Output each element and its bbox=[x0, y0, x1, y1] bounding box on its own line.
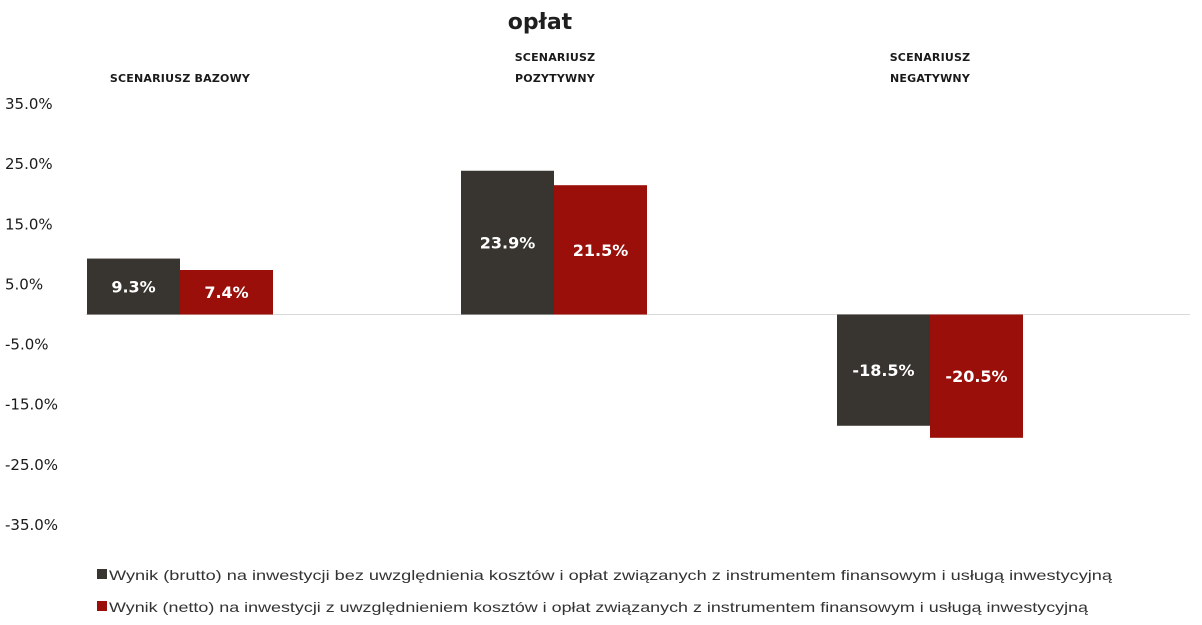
bar-series-1-2 bbox=[837, 314, 930, 426]
y-axis: 35.0% 25.0% 15.0% 5.0% -5.0% -15.0% -25.0% -35.… bbox=[5, 95, 58, 534]
y-tick-label: 25.0% bbox=[5, 155, 53, 173]
bar-series-2-0 bbox=[180, 269, 273, 315]
bar-series-2-1 bbox=[554, 185, 647, 315]
y-tick-label: 15.0% bbox=[5, 215, 53, 233]
legend-label-2: Wynik (netto) na inwestycji z uwzględnie… bbox=[109, 599, 1088, 615]
bar-series-1-0 bbox=[87, 258, 180, 315]
data-label-series-1-1: 23.9% bbox=[480, 234, 536, 253]
y-tick-label: -5.0% bbox=[5, 336, 49, 354]
chart-title-line-2: opłat bbox=[508, 10, 573, 35]
bar-series-2-2 bbox=[930, 314, 1023, 438]
y-tick-label: 5.0% bbox=[5, 275, 43, 293]
chart-title: opłat bbox=[508, 10, 573, 35]
data-label-series-2-0: 7.4% bbox=[204, 283, 248, 302]
y-tick-label: -25.0% bbox=[5, 456, 58, 474]
data-label-series-1-0: 9.3% bbox=[111, 278, 155, 297]
legend-swatch-1 bbox=[97, 569, 107, 579]
category-label: SCENARIUSZ bbox=[890, 51, 971, 64]
data-label-series-2-2: -20.5% bbox=[945, 367, 1007, 386]
category-label: SCENARIUSZ BAZOWY bbox=[110, 72, 251, 85]
category-labels: SCENARIUSZ BAZOWY SCENARIUSZ POZYTYWNY SCEN… bbox=[110, 51, 971, 85]
y-tick-label: -15.0% bbox=[5, 396, 58, 414]
legend-swatch-2 bbox=[97, 601, 107, 611]
bar-series-1-1 bbox=[461, 170, 554, 315]
y-tick-label: -35.0% bbox=[5, 516, 58, 534]
data-label-series-2-1: 21.5% bbox=[573, 241, 629, 260]
data-label-series-1-2: -18.5% bbox=[852, 361, 914, 380]
category-label: NEGATYWNY bbox=[890, 72, 971, 85]
y-tick-label: 35.0% bbox=[5, 95, 53, 113]
bars bbox=[87, 170, 1023, 438]
category-label: SCENARIUSZ bbox=[515, 51, 596, 64]
legend-label-1: Wynik (brutto) na inwestycji bez uwzględ… bbox=[109, 567, 1112, 583]
category-label: POZYTYWNY bbox=[515, 72, 596, 85]
legend: Wynik (brutto) na inwestycji bez uwzględ… bbox=[97, 567, 1112, 615]
data-labels: 9.3% 23.9% -18.5% 7.4% 21.5% -20.5% bbox=[111, 234, 1007, 387]
